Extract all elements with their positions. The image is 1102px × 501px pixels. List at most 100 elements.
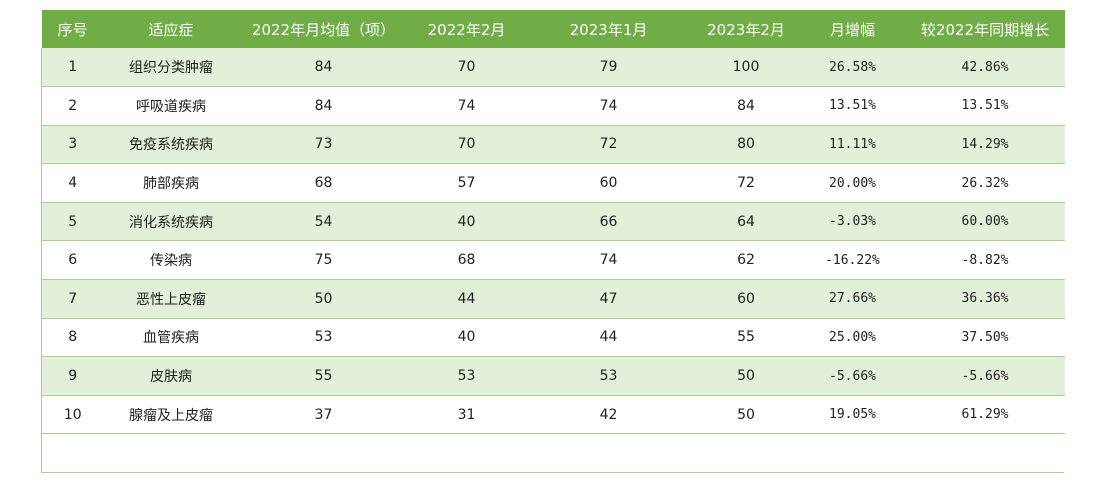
table-row: 3 免疫系统疾病 73 70 72 80 11.11% 14.29% — [41, 125, 1065, 165]
avg-2022-cell: 75 — [238, 240, 409, 281]
avg-2022-cell: 84 — [238, 48, 409, 88]
feb-2023-cell: 80 — [692, 125, 800, 165]
jan-2023-cell: 53 — [524, 356, 693, 396]
jan-2023-cell: 66 — [524, 202, 693, 242]
index-cell: 10 — [41, 395, 104, 435]
yoy-growth-cell: -8.82% — [905, 240, 1065, 281]
monthly-growth-cell: 20.00% — [799, 163, 906, 203]
feb-2023-cell: 60 — [692, 279, 800, 319]
feb-2022-cell: 74 — [408, 86, 525, 126]
monthly-growth-cell: 25.00% — [799, 318, 906, 358]
index-cell: 3 — [41, 125, 104, 165]
header-row: 序号 适应症 2022年月均值（项） 2022年2月 2023年1月 2023年… — [41, 10, 1065, 48]
avg-2022-cell: 54 — [238, 202, 409, 242]
feb-2022-cell: 31 — [408, 395, 525, 435]
index-cell: 1 — [41, 48, 104, 88]
index-cell: 6 — [41, 240, 104, 281]
jan-2023-cell: 74 — [524, 86, 693, 126]
header-monthly-growth: 月增幅 — [829, 20, 875, 39]
table-row: 2 呼吸道疾病 84 74 74 84 13.51% 13.51% — [41, 86, 1065, 126]
jan-2023-cell: 42 — [524, 395, 693, 435]
feb-2022-cell: 68 — [408, 240, 525, 281]
table-row: 10 腺瘤及上皮瘤 37 31 42 50 19.05% 61.29% — [41, 395, 1065, 435]
indication-cell: 皮肤病 — [103, 356, 239, 396]
table-row: 1 组织分类肿瘤 84 70 79 100 26.58% 42.86% — [41, 48, 1065, 88]
feb-2023-cell: 72 — [692, 163, 800, 203]
avg-2022-cell: 55 — [238, 356, 409, 396]
data-table: 序号 适应症 2022年月均值（项） 2022年2月 2023年1月 2023年… — [41, 10, 1065, 435]
index-cell: 4 — [41, 163, 104, 203]
jan-2023-cell: 74 — [524, 240, 693, 281]
feb-2022-cell: 40 — [408, 202, 525, 242]
table-row: 7 恶性上皮瘤 50 44 47 60 27.66% 36.36% — [41, 279, 1065, 319]
table-row: 6 传染病 75 68 74 62 -16.22% -8.82% — [41, 240, 1065, 281]
header-2023-jan: 2023年1月 — [569, 20, 648, 39]
monthly-growth-cell: 19.05% — [799, 395, 906, 435]
avg-2022-cell: 53 — [238, 318, 409, 358]
table-body: 1 组织分类肿瘤 84 70 79 100 26.58% 42.86% 2 呼吸道疾病 84 74 74… — [41, 48, 1065, 435]
jan-2023-cell: 79 — [524, 48, 693, 88]
indication-cell: 血管疾病 — [103, 318, 239, 358]
header-indication: 适应症 — [148, 20, 194, 39]
indication-cell: 组织分类肿瘤 — [103, 48, 239, 88]
avg-2022-cell: 73 — [238, 125, 409, 165]
header-2022-monthly-avg: 2022年月均值（项） — [251, 20, 396, 39]
feb-2023-cell: 62 — [692, 240, 800, 281]
feb-2022-cell: 44 — [408, 279, 525, 319]
index-cell: 7 — [41, 279, 104, 319]
avg-2022-cell: 50 — [238, 279, 409, 319]
monthly-growth-cell: 27.66% — [799, 279, 906, 319]
yoy-growth-cell: 36.36% — [905, 279, 1065, 319]
header-index: 序号 — [57, 20, 88, 39]
table-row: 4 肺部疾病 68 57 60 72 20.00% 26.32% — [41, 163, 1065, 203]
monthly-growth-cell: -5.66% — [799, 356, 906, 396]
feb-2022-cell: 53 — [408, 356, 525, 396]
monthly-growth-cell: 11.11% — [799, 125, 906, 165]
header-2022-feb: 2022年2月 — [427, 20, 506, 39]
yoy-growth-cell: 14.29% — [905, 125, 1065, 165]
yoy-growth-cell: 26.32% — [905, 163, 1065, 203]
feb-2023-cell: 100 — [692, 48, 800, 88]
feb-2022-cell: 57 — [408, 163, 525, 203]
feb-2022-cell: 70 — [408, 125, 525, 165]
monthly-growth-cell: -16.22% — [799, 240, 906, 281]
indication-cell: 肺部疾病 — [103, 163, 239, 203]
indication-table: 序号 适应症 2022年月均值（项） 2022年2月 2023年1月 2023年… — [41, 10, 1065, 474]
feb-2023-cell: 50 — [692, 395, 800, 435]
jan-2023-cell: 47 — [524, 279, 693, 319]
indication-cell: 腺瘤及上皮瘤 — [103, 395, 239, 435]
indication-cell: 消化系统疾病 — [103, 202, 239, 242]
avg-2022-cell: 68 — [238, 163, 409, 203]
yoy-growth-cell: 42.86% — [905, 48, 1065, 88]
yoy-growth-cell: 61.29% — [905, 395, 1065, 435]
feb-2023-cell: 84 — [692, 86, 800, 126]
header-2023-feb: 2023年2月 — [707, 20, 785, 39]
indication-cell: 传染病 — [103, 240, 239, 281]
table-row: 9 皮肤病 55 53 53 50 -5.66% -5.66% — [41, 356, 1065, 396]
table-row: 5 消化系统疾病 54 40 66 64 -3.03% 60.00% — [41, 202, 1065, 242]
monthly-growth-cell: 26.58% — [799, 48, 906, 88]
index-cell: 2 — [41, 86, 104, 126]
indication-cell: 恶性上皮瘤 — [103, 279, 239, 319]
indication-cell: 呼吸道疾病 — [103, 86, 239, 126]
index-cell: 8 — [41, 318, 104, 358]
yoy-growth-cell: -5.66% — [905, 356, 1065, 396]
table-row: 8 血管疾病 53 40 44 55 25.00% 37.50% — [41, 318, 1065, 358]
index-cell: 9 — [41, 356, 104, 396]
feb-2022-cell: 70 — [408, 48, 525, 88]
indication-cell: 免疫系统疾病 — [103, 125, 239, 165]
feb-2022-cell: 40 — [408, 318, 525, 358]
feb-2023-cell: 64 — [692, 202, 800, 242]
feb-2023-cell: 50 — [692, 356, 800, 396]
jan-2023-cell: 44 — [524, 318, 693, 358]
empty-row — [41, 434, 1064, 474]
jan-2023-cell: 72 — [524, 125, 693, 165]
yoy-growth-cell: 37.50% — [905, 318, 1065, 358]
header-yoy-growth: 较2022年同期增长 — [920, 20, 1050, 39]
monthly-growth-cell: -3.03% — [799, 202, 906, 242]
avg-2022-cell: 84 — [238, 86, 409, 126]
feb-2023-cell: 55 — [692, 318, 800, 358]
yoy-growth-cell: 13.51% — [905, 86, 1065, 126]
monthly-growth-cell: 13.51% — [799, 86, 906, 126]
yoy-growth-cell: 60.00% — [905, 202, 1065, 242]
